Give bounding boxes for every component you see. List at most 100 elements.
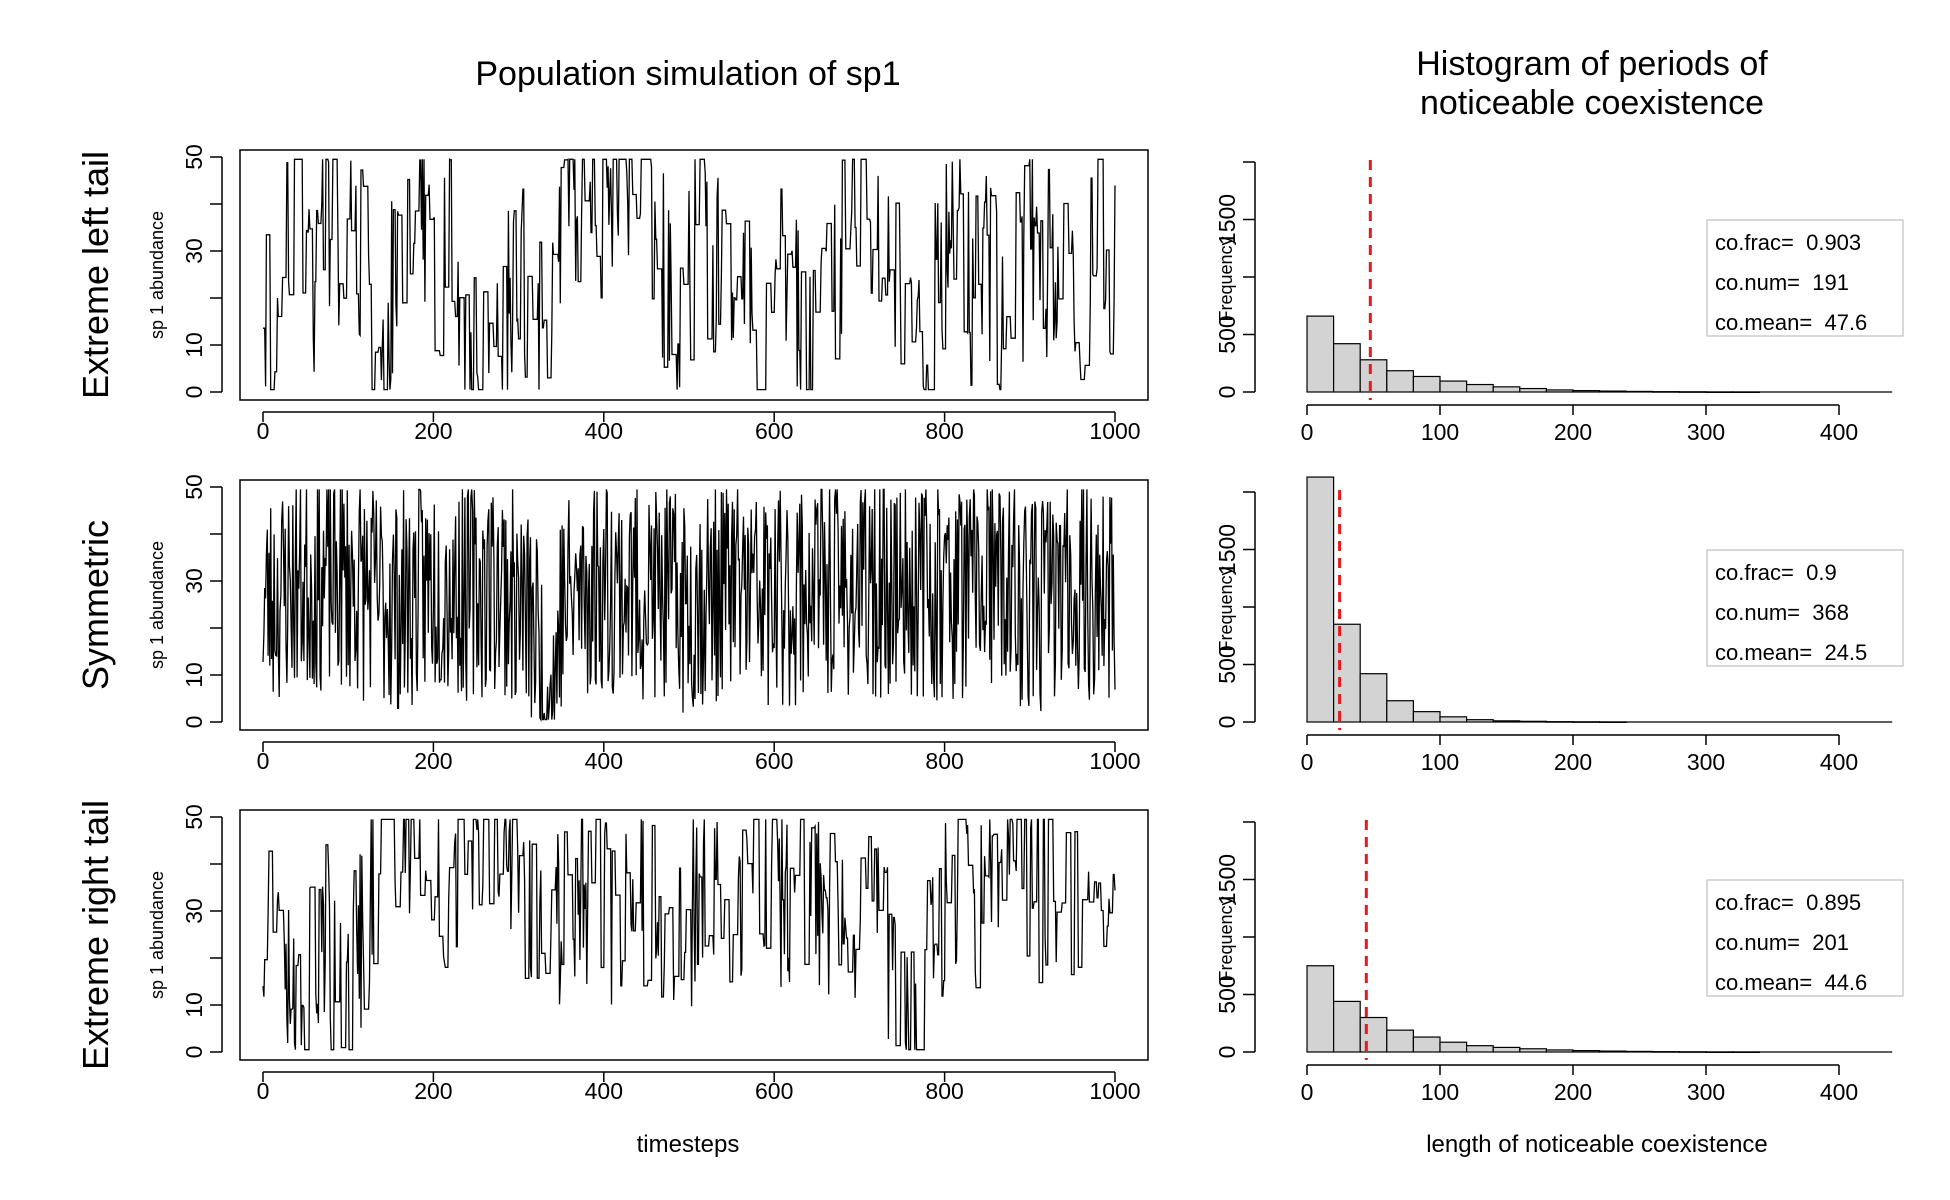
y-tick-label: 0: [181, 386, 207, 399]
line-panel-1: 0 10 30 50 sp 1 abundance 0 200 400 600 800 1000: [147, 144, 1149, 444]
x-tick-label: 100: [1421, 419, 1459, 445]
histogram-bar: [1412, 711, 1441, 723]
histogram-bar: [1465, 383, 1494, 393]
histogram-bar: [1678, 391, 1707, 393]
right-column-title-line2: noticeable coexistence: [1420, 84, 1764, 122]
x-tick-label: 600: [755, 418, 793, 444]
y-tick-label: 50: [181, 144, 207, 170]
histogram-bar: [1652, 391, 1681, 393]
histogram-bar: [1519, 720, 1548, 723]
histogram-bar: [1519, 1048, 1548, 1053]
histogram-bar: [1598, 721, 1627, 723]
histogram-bar: [1386, 1029, 1415, 1053]
y-tick-label: 1500: [1214, 854, 1240, 905]
legend-entry: co.num= 201: [1715, 930, 1849, 955]
x-tick-label: 600: [755, 748, 793, 774]
y-tick-label: 500: [1214, 315, 1240, 353]
legend-entry: co.frac= 0.903: [1715, 230, 1861, 255]
x-tick-label: 400: [1820, 419, 1858, 445]
legend-entry: co.frac= 0.9: [1715, 560, 1837, 585]
left-column-title: Population simulation of sp1: [475, 55, 900, 93]
x-tick-label: 400: [585, 418, 623, 444]
legend-box: [1706, 219, 1904, 337]
histogram-bar: [1386, 700, 1415, 723]
x-tick-label: 400: [1820, 749, 1858, 775]
histogram-bar: [1598, 390, 1627, 393]
histogram-bar: [1652, 1051, 1681, 1053]
y-tick-label: 30: [181, 238, 207, 264]
histogram-bar: [1598, 1050, 1627, 1053]
y-tick-label: 0: [1214, 716, 1240, 729]
plot-frame: [239, 809, 1149, 1061]
legend-entry: co.mean= 24.5: [1715, 640, 1867, 665]
y-tick-label: 10: [181, 992, 207, 1018]
x-tick-label: 100: [1421, 749, 1459, 775]
histogram-bar: [1678, 1051, 1707, 1053]
y-axis-label: Frequency: [1216, 236, 1236, 321]
histogram-bar: [1519, 387, 1548, 393]
histogram-bar: [1492, 386, 1521, 393]
histogram-bar: [1625, 1050, 1654, 1053]
legend-entry: co.num= 191: [1715, 270, 1849, 295]
legend-entry: co.frac= 0.895: [1715, 890, 1861, 915]
x-tick-label: 1000: [1089, 1078, 1140, 1104]
x-tick-label: 400: [1820, 1079, 1858, 1105]
x-tick-label: 0: [1301, 749, 1314, 775]
y-tick-label: 30: [181, 898, 207, 924]
x-tick-label: 200: [1554, 749, 1592, 775]
histogram-bar: [1492, 720, 1521, 723]
x-tick-label: 200: [1554, 1079, 1592, 1105]
y-tick-label: 0: [181, 716, 207, 729]
y-axis-label: Frequency: [1216, 566, 1236, 651]
x-tick-label: 800: [925, 1078, 963, 1104]
y-tick-label: 50: [181, 474, 207, 500]
y-tick-label: 0: [1214, 386, 1240, 399]
histogram-bar: [1412, 1036, 1441, 1053]
y-tick-label: 1500: [1214, 194, 1240, 245]
x-tick-label: 400: [585, 748, 623, 774]
histogram-bar: [1625, 390, 1654, 393]
line-panel-3: 0 10 30 50 sp 1 abundance 0 200 400 600 800 1000: [147, 804, 1149, 1104]
y-tick-label: 0: [1214, 1046, 1240, 1059]
x-tick-label: 300: [1687, 419, 1725, 445]
x-tick-label: 100: [1421, 1079, 1459, 1105]
y-tick-label: 30: [181, 568, 207, 594]
histogram-bar: [1572, 390, 1601, 393]
histogram-bar: [1306, 476, 1335, 723]
plot-frame: [239, 479, 1149, 731]
histogram-bar: [1465, 1045, 1494, 1053]
histogram-bar: [1412, 375, 1441, 393]
histogram-bar: [1332, 1000, 1361, 1053]
y-axis-label: Frequency: [1216, 896, 1236, 981]
x-tick-label: 1000: [1089, 418, 1140, 444]
y-tick-label: 500: [1214, 645, 1240, 683]
histogram-bar: [1386, 370, 1415, 393]
left-x-axis-label: timesteps: [637, 1131, 740, 1158]
x-tick-label: 600: [755, 1078, 793, 1104]
abundance-series-line: [263, 158, 1116, 391]
legend-entry: co.mean= 44.6: [1715, 970, 1867, 995]
x-tick-label: 200: [414, 748, 452, 774]
histogram-bar: [1705, 391, 1734, 393]
histogram-bar: [1572, 1050, 1601, 1053]
x-tick-label: 0: [257, 748, 270, 774]
x-tick-label: 800: [925, 748, 963, 774]
histogram-bar: [1705, 1051, 1734, 1053]
histogram-bar: [1572, 721, 1601, 723]
histogram-bar: [1439, 716, 1468, 723]
line-panel-2: 0 10 30 50 sp 1 abundance 0 200 400 600 800 1000: [147, 474, 1149, 774]
row-label-extreme-left-tail: Extreme left tail: [75, 151, 116, 399]
right-x-axis-label: length of noticeable coexistence: [1426, 1131, 1768, 1158]
histogram-bar: [1332, 623, 1361, 723]
y-tick-label: 0: [181, 1046, 207, 1059]
row-label-symmetric: Symmetric: [75, 520, 116, 690]
histogram-bar: [1545, 721, 1574, 723]
histogram-bar: [1545, 389, 1574, 393]
x-tick-label: 400: [585, 1078, 623, 1104]
y-axis-label: sp 1 abundance: [147, 541, 167, 669]
histogram-bar: [1731, 1051, 1760, 1053]
x-tick-label: 200: [414, 418, 452, 444]
